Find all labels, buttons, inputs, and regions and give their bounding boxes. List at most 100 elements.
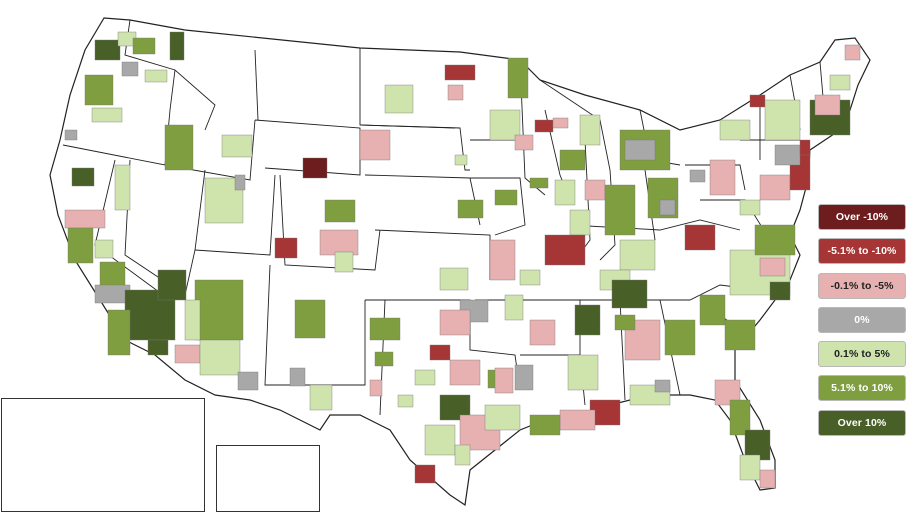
metro-area <box>302 157 328 179</box>
metro-areas <box>64 31 861 489</box>
metro-area <box>604 184 636 236</box>
metro-area <box>514 134 534 151</box>
metro-area <box>359 129 391 161</box>
metro-area <box>739 199 761 216</box>
metro-area <box>274 237 298 259</box>
metro-area <box>529 414 561 436</box>
metro-area <box>374 351 394 367</box>
metro-area <box>454 154 468 166</box>
metro-area <box>754 224 796 256</box>
metro-area <box>814 94 841 116</box>
metro-area <box>294 299 326 339</box>
metro-area <box>654 379 671 393</box>
metro-area <box>759 257 786 277</box>
metro-area <box>574 304 601 336</box>
metro-area <box>289 367 306 387</box>
metro-area <box>414 464 436 484</box>
metro-area <box>494 189 518 206</box>
metro-area <box>64 129 78 141</box>
metro-area <box>94 284 131 304</box>
metro-area <box>619 239 656 271</box>
metro-area <box>774 144 801 166</box>
metro-area <box>544 234 586 266</box>
metro-area <box>611 279 648 309</box>
metro-area <box>724 319 756 351</box>
metro-area <box>769 281 791 301</box>
metro-area <box>429 344 451 361</box>
metro-area <box>684 224 716 251</box>
metro-area <box>84 74 114 106</box>
metro-area <box>121 61 139 77</box>
metro-area <box>99 261 126 288</box>
metro-area <box>107 309 131 356</box>
metro-area <box>514 364 534 391</box>
metro-area <box>709 159 736 196</box>
metro-area <box>799 139 811 156</box>
metro-area <box>447 84 464 101</box>
legend-item-neg0-to-neg5: -0.1% to -5% <box>818 272 906 299</box>
legend: Over -10% -5.1% to -10% -0.1% to -5% 0% … <box>818 204 906 444</box>
metro-area <box>584 179 606 201</box>
metro-area <box>459 414 501 451</box>
metro-area <box>221 134 253 158</box>
metro-area <box>384 84 414 114</box>
metro-area <box>494 367 514 394</box>
legend-item-zero: 0% <box>818 306 906 333</box>
metro-area <box>519 269 541 286</box>
metro-area <box>64 209 106 229</box>
metro-area <box>194 279 244 341</box>
metro-area <box>699 294 726 326</box>
metro-area <box>504 294 524 321</box>
metro-area <box>164 124 194 171</box>
metro-area <box>174 344 201 364</box>
metro-area <box>759 469 776 489</box>
metro-area <box>324 199 356 223</box>
metro-area <box>71 167 95 187</box>
legend-item-0-to-5: 0.1% to 5% <box>818 341 906 368</box>
metro-area <box>334 251 354 273</box>
metro-area <box>369 379 383 397</box>
metro-area <box>569 209 591 236</box>
metro-area <box>567 354 599 391</box>
metro-area <box>554 179 576 206</box>
metro-area <box>91 107 123 123</box>
metro-area <box>559 149 586 171</box>
metro-area <box>764 99 801 141</box>
metro-area <box>844 44 861 61</box>
metro-area <box>397 394 414 408</box>
legend-item-over-neg10: Over -10% <box>818 204 906 230</box>
metro-area <box>424 424 456 456</box>
hawaii-inset <box>216 445 320 512</box>
legend-item-neg5-to-neg10: -5.1% to -10% <box>818 238 906 265</box>
metro-area <box>67 227 94 264</box>
metro-area <box>457 199 484 219</box>
metro-area <box>237 371 259 391</box>
metro-area <box>439 267 469 291</box>
metro-area <box>759 174 791 201</box>
alaska-inset <box>1 398 205 512</box>
metro-area <box>369 317 401 341</box>
metro-area <box>94 39 121 61</box>
metro-area <box>579 114 601 146</box>
metro-area <box>624 139 656 161</box>
metro-area <box>414 369 436 386</box>
metro-area <box>449 359 481 386</box>
metro-area <box>309 384 333 411</box>
metro-area <box>234 174 246 191</box>
metro-area <box>729 399 751 436</box>
metro-area <box>664 319 696 356</box>
metro-area <box>749 94 766 108</box>
metro-area <box>444 64 476 81</box>
metro-area <box>739 454 761 481</box>
metro-area <box>94 239 114 259</box>
metro-area <box>157 269 187 301</box>
metro-area <box>114 164 131 211</box>
metro-area <box>534 119 554 133</box>
metro-area <box>659 199 676 216</box>
metro-area <box>147 339 169 356</box>
metro-area <box>144 69 168 83</box>
metro-area <box>199 339 241 376</box>
metro-area <box>132 37 156 55</box>
metro-area <box>489 239 516 281</box>
